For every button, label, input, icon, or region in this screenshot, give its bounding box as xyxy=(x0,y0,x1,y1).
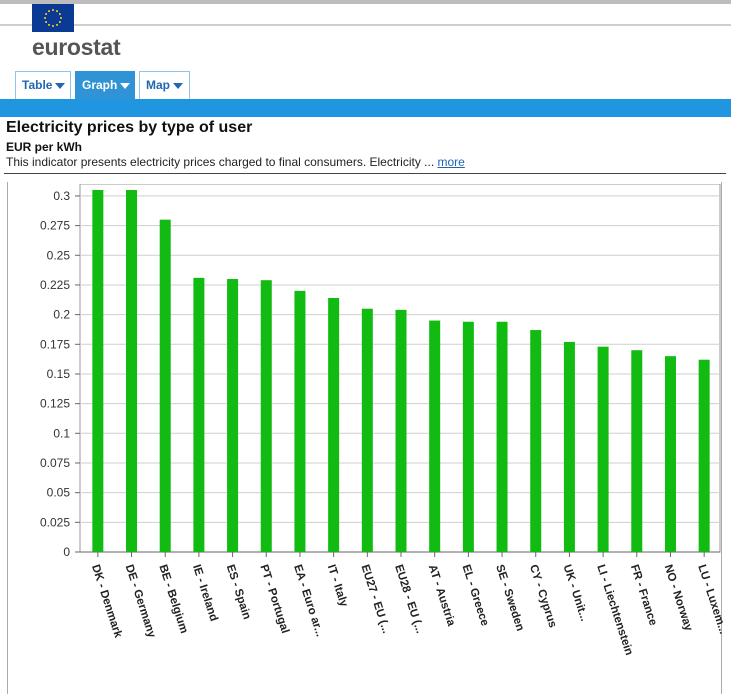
y-tick-label: 0.3 xyxy=(53,189,70,203)
x-tick-label: CY - Cyprus xyxy=(527,563,559,629)
x-tick-label: IE - Ireland xyxy=(190,563,220,623)
bar xyxy=(496,321,508,552)
bar xyxy=(664,356,676,552)
x-tick-label: AT - Austria xyxy=(426,563,457,628)
x-tick-label: EA - Euro ar... xyxy=(291,563,326,638)
y-tick-label: 0.05 xyxy=(47,486,71,500)
bar xyxy=(429,320,441,552)
bar xyxy=(462,321,474,552)
y-tick-label: 0.1 xyxy=(53,426,70,440)
x-tick-label: FR - France xyxy=(628,563,659,627)
bar xyxy=(395,309,407,552)
top-bar-edge xyxy=(0,4,731,26)
y-tick-label: 0.125 xyxy=(40,397,70,411)
eurostat-logo[interactable]: eurostat xyxy=(32,34,121,60)
tab-table-label: Table xyxy=(22,78,53,92)
y-tick-label: 0.2 xyxy=(53,308,70,322)
y-tick-label: 0.025 xyxy=(40,515,70,529)
bar xyxy=(530,330,542,552)
eu-flag-logo xyxy=(32,4,74,32)
y-tick-label: 0.15 xyxy=(47,367,71,381)
x-tick-label: UK - Unit... xyxy=(561,563,591,623)
bar xyxy=(227,279,239,552)
tab-table[interactable]: Table xyxy=(15,71,71,99)
bar xyxy=(563,341,575,552)
x-tick-label: NO - Norway xyxy=(662,563,695,633)
x-tick-label: LU - Luxem... xyxy=(695,563,724,635)
x-tick-label: SE - Sweden xyxy=(493,563,526,632)
tab-map[interactable]: Map xyxy=(139,71,190,99)
x-tick-label: EU27 - EU (... xyxy=(358,563,392,635)
tab-map-label: Map xyxy=(146,78,170,92)
x-tick-label: LI - Liechtenstein xyxy=(594,563,635,657)
x-tick-label: PT - Portugal xyxy=(257,563,291,635)
more-link[interactable]: more xyxy=(437,155,465,169)
bar xyxy=(328,298,340,552)
y-tick-label: 0.275 xyxy=(40,219,70,233)
x-tick-label: EU28 - EU (... xyxy=(392,563,426,635)
y-tick-label: 0.25 xyxy=(47,248,71,262)
tab-graph[interactable]: Graph xyxy=(75,71,135,99)
x-tick-label: DE - Germany xyxy=(123,563,158,640)
bar xyxy=(294,290,306,552)
bar xyxy=(361,308,373,552)
bar xyxy=(260,280,272,552)
bar xyxy=(92,190,104,552)
x-tick-label: EL - Greece xyxy=(460,563,491,627)
chevron-down-icon xyxy=(173,82,183,89)
y-tick-label: 0.075 xyxy=(40,456,70,470)
bar xyxy=(126,190,138,552)
y-tick-label: 0.175 xyxy=(40,337,70,351)
bar-chart: 0 0.025 0.05 0.075 0.1 0.125 0.15 0.175 0.2 0.225… xyxy=(40,184,724,657)
bar xyxy=(597,346,609,552)
tab-bar-strip xyxy=(0,99,731,117)
x-tick-label: IT - Italy xyxy=(325,563,350,609)
unit-label: EUR per kWh xyxy=(6,140,83,154)
chevron-down-icon xyxy=(120,82,131,89)
y-tick-label: 0.225 xyxy=(40,278,70,292)
tab-graph-label: Graph xyxy=(82,78,118,92)
bar xyxy=(698,359,710,552)
x-tick-label: DK - Denmark xyxy=(89,563,124,640)
top-bar xyxy=(0,0,731,26)
y-tick-label: 0 xyxy=(63,545,70,559)
page-title: Electricity prices by type of user xyxy=(6,119,253,136)
chart-panel-right-border xyxy=(721,182,722,694)
indicator-description: This indicator presents electricity pric… xyxy=(6,155,465,169)
x-tick-label: BE - Belgium xyxy=(156,563,190,635)
divider xyxy=(4,173,726,174)
description-text: This indicator presents electricity pric… xyxy=(6,155,435,169)
bar xyxy=(631,350,643,552)
bar xyxy=(159,219,171,553)
x-tick-label: ES - Spain xyxy=(224,563,253,621)
bar xyxy=(193,277,205,552)
chart-panel-left-border xyxy=(7,182,8,694)
chevron-down-icon xyxy=(55,82,66,89)
eu-stars-icon xyxy=(44,9,62,27)
